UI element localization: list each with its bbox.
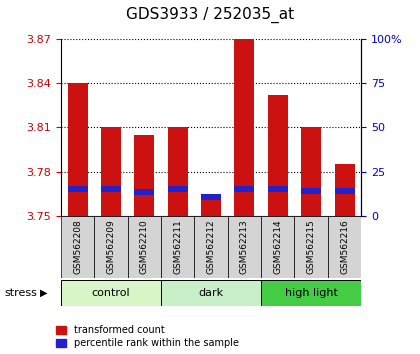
FancyBboxPatch shape	[61, 216, 94, 278]
FancyBboxPatch shape	[328, 216, 361, 278]
Legend: transformed count, percentile rank within the sample: transformed count, percentile rank withi…	[55, 324, 240, 349]
Bar	[101, 127, 121, 216]
Bar	[201, 194, 221, 200]
Bar	[301, 127, 321, 216]
Bar	[234, 187, 255, 192]
FancyBboxPatch shape	[94, 216, 128, 278]
Bar	[301, 188, 321, 194]
FancyBboxPatch shape	[261, 280, 361, 306]
FancyBboxPatch shape	[294, 216, 328, 278]
Bar	[168, 187, 188, 192]
Bar	[168, 127, 188, 216]
Text: GSM562212: GSM562212	[207, 219, 215, 274]
Bar	[268, 187, 288, 192]
Bar	[268, 95, 288, 216]
Bar	[68, 83, 88, 216]
Text: ▶: ▶	[40, 288, 47, 298]
Bar	[201, 198, 221, 216]
Text: GSM562209: GSM562209	[106, 219, 116, 274]
FancyBboxPatch shape	[161, 216, 194, 278]
Text: stress: stress	[4, 288, 37, 298]
Text: control: control	[92, 288, 130, 298]
FancyBboxPatch shape	[161, 280, 261, 306]
Text: GSM562214: GSM562214	[273, 219, 282, 274]
Text: GSM562211: GSM562211	[173, 219, 182, 274]
Text: GSM562216: GSM562216	[340, 219, 349, 274]
Text: high light: high light	[285, 288, 338, 298]
Bar	[101, 187, 121, 192]
Text: GSM562208: GSM562208	[73, 219, 82, 274]
Bar	[134, 189, 154, 195]
Text: GSM562213: GSM562213	[240, 219, 249, 274]
FancyBboxPatch shape	[228, 216, 261, 278]
Bar	[334, 164, 354, 216]
Text: GSM562215: GSM562215	[307, 219, 316, 274]
Text: dark: dark	[199, 288, 223, 298]
FancyBboxPatch shape	[61, 280, 161, 306]
FancyBboxPatch shape	[194, 216, 228, 278]
FancyBboxPatch shape	[128, 216, 161, 278]
Bar	[68, 187, 88, 192]
Bar	[134, 135, 154, 216]
Text: GSM562210: GSM562210	[140, 219, 149, 274]
Bar	[234, 39, 255, 216]
Bar	[334, 188, 354, 194]
Text: GDS3933 / 252035_at: GDS3933 / 252035_at	[126, 7, 294, 23]
FancyBboxPatch shape	[261, 216, 294, 278]
